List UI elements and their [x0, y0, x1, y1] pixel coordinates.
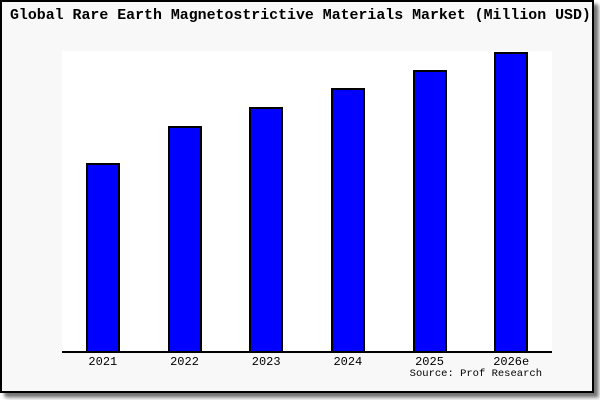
bar-slot-2022 [144, 51, 226, 351]
bar-slot-2021 [62, 51, 144, 351]
plot-area [62, 51, 552, 353]
chart-window: Global Rare Earth Magnetostrictive Mater… [0, 0, 594, 393]
bar-slot-2024 [307, 51, 389, 351]
x-tick-label-2025: 2025 [415, 355, 444, 369]
x-tick-label-2023: 2023 [251, 355, 281, 369]
bar-2024 [330, 88, 365, 351]
source-credit: Source: Prof Research [409, 368, 542, 380]
bar-slot-2025 [389, 51, 471, 351]
x-tick-label-2021: 2021 [88, 355, 118, 369]
bar-2025 [412, 70, 447, 351]
bar-2026e [494, 52, 529, 351]
bar-slot-2026e [470, 51, 552, 351]
bar-slot-2023 [225, 51, 307, 351]
bar-2022 [167, 126, 202, 351]
x-axis-tick-labels: 2021 2022 2023 2024 2025 2026e [62, 355, 552, 369]
chart-title: Global Rare Earth Magnetostrictive Mater… [10, 8, 591, 24]
x-tick-label-2024: 2024 [333, 355, 363, 369]
bar-2023 [249, 107, 284, 351]
bar-2021 [85, 163, 120, 351]
x-tick-label-2026e: 2026e [493, 355, 530, 369]
x-tick-label-2022: 2022 [170, 355, 199, 369]
